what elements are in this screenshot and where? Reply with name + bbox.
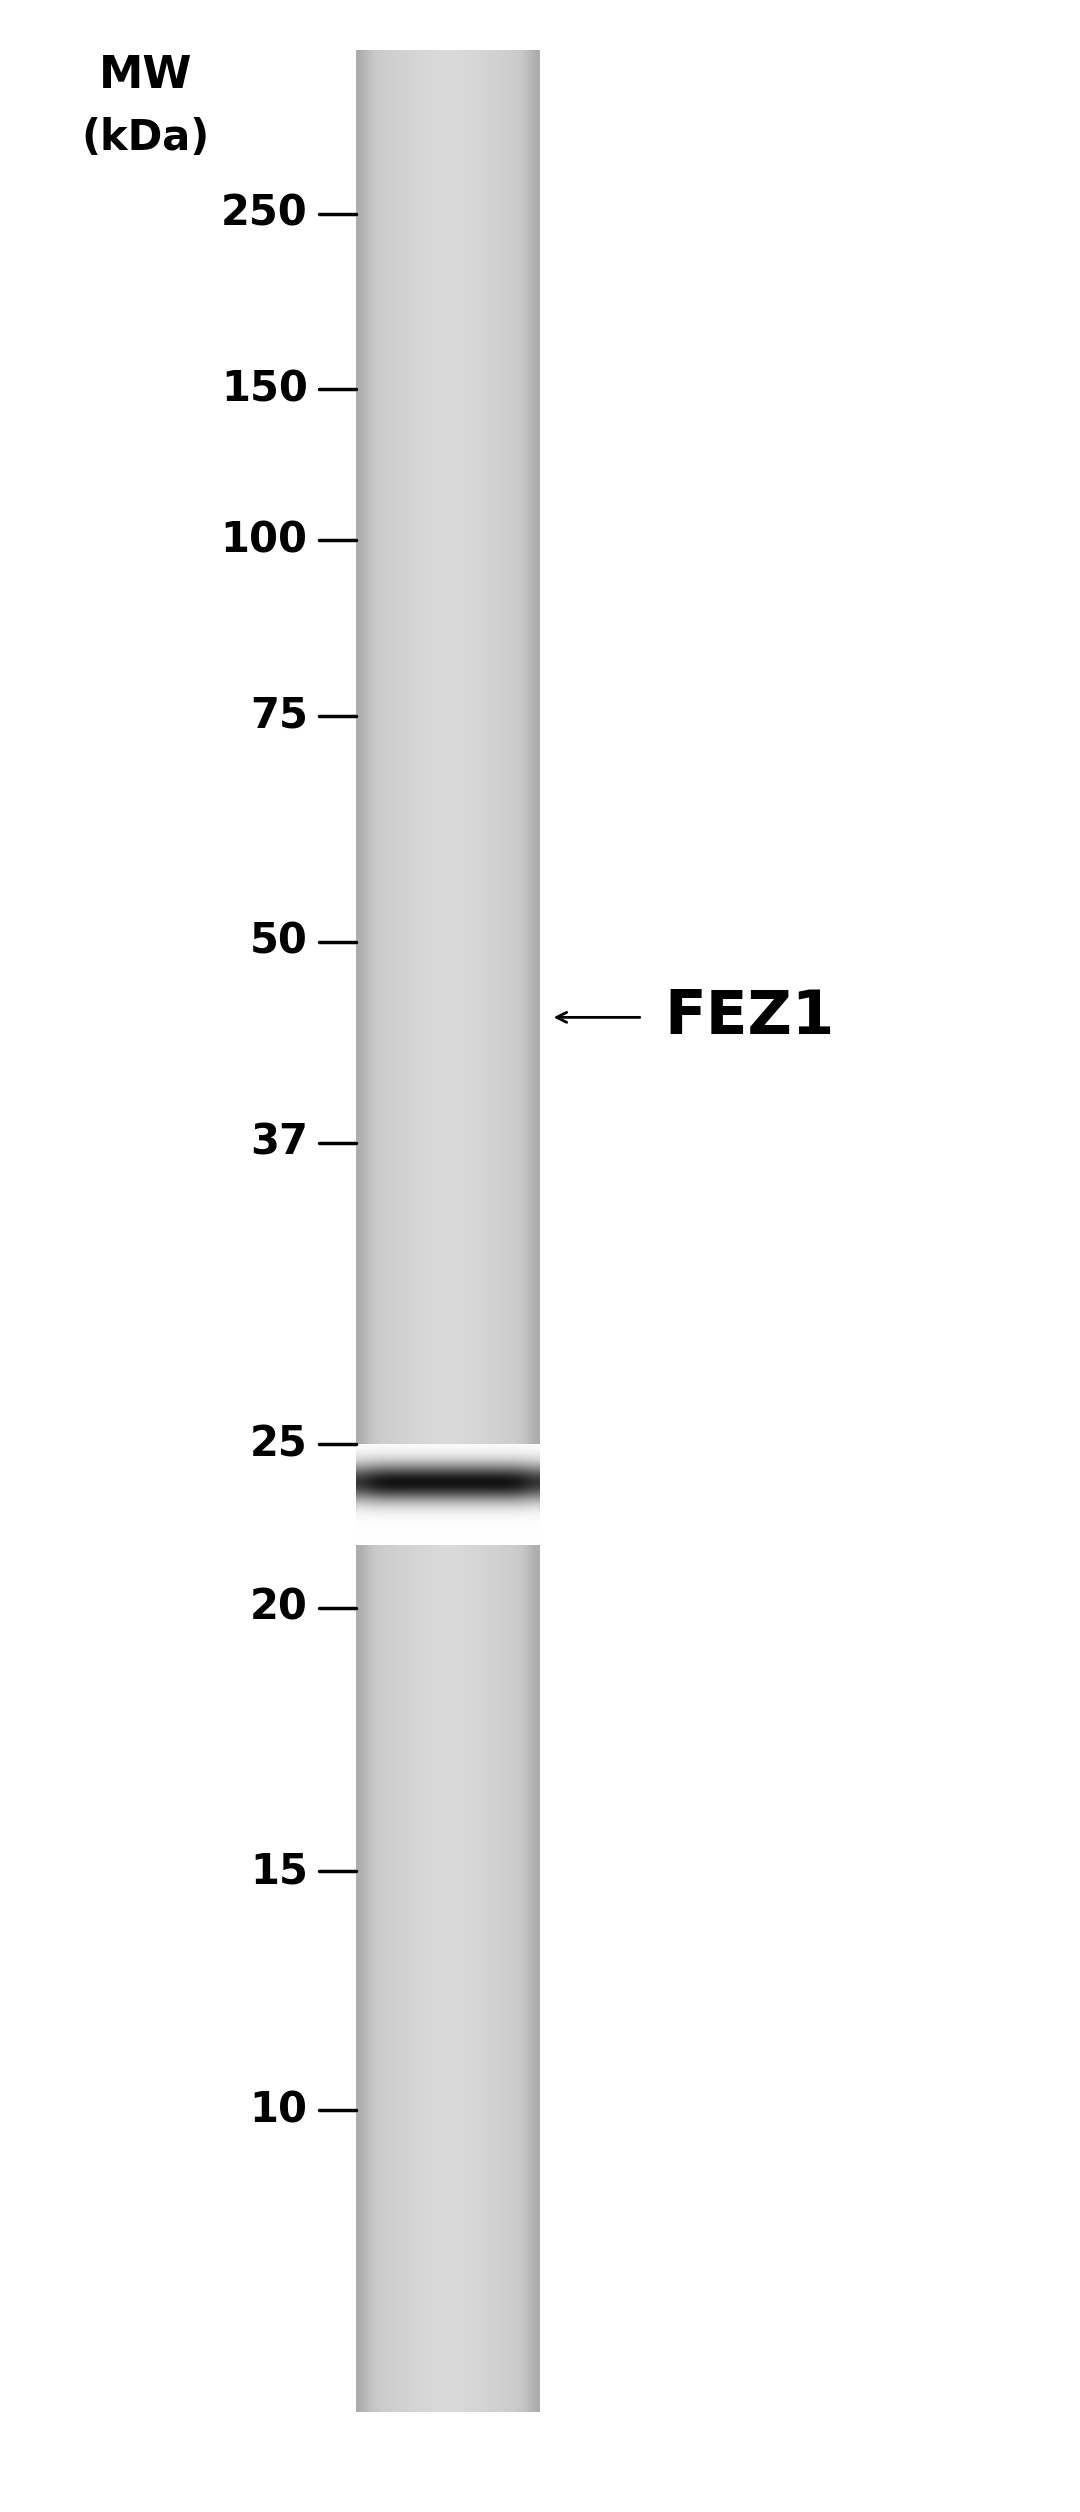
Text: 37: 37 [249,1123,308,1163]
Text: 10: 10 [249,2090,308,2130]
Text: 20: 20 [249,1588,308,1628]
Text: 100: 100 [220,520,308,560]
Text: 25: 25 [251,1424,308,1464]
Text: 250: 250 [221,193,308,234]
Text: 50: 50 [249,922,308,962]
Text: 150: 150 [221,369,308,409]
Text: FEZ1: FEZ1 [664,987,835,1048]
Text: MW: MW [99,53,192,98]
Text: (kDa): (kDa) [82,118,210,158]
Text: 15: 15 [249,1851,308,1892]
Text: 75: 75 [249,696,308,736]
